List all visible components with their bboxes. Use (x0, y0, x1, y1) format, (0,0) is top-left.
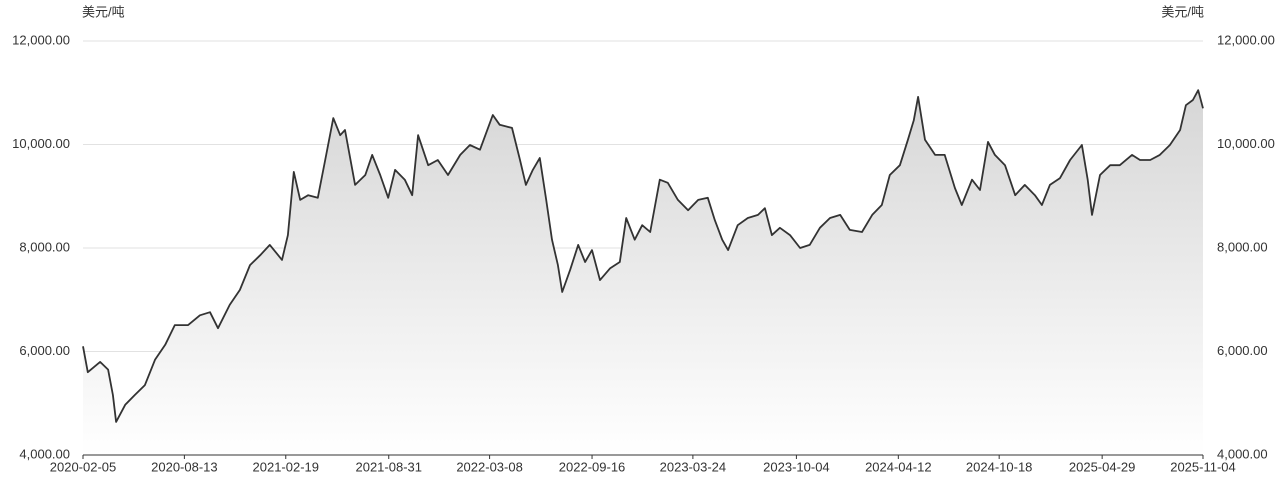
y-tick-label: 12,000.00 (12, 32, 70, 47)
y2-tick-label: 12,000.00 (1217, 32, 1275, 47)
x-tick-label: 2021-08-31 (355, 459, 422, 474)
y-tick-label: 6,000.00 (19, 343, 70, 358)
price-line (82, 89, 1204, 423)
y-tick-label: 8,000.00 (19, 239, 70, 254)
y2-tick-label: 4,000.00 (1217, 446, 1268, 461)
y2-tick-label: 8,000.00 (1217, 239, 1268, 254)
y-axis-label: 美元/吨 (82, 4, 125, 19)
x-tick-label: 2020-08-13 (151, 459, 218, 474)
y-tick-label: 4,000.00 (19, 446, 70, 461)
x-tick-label: 2022-09-16 (559, 459, 626, 474)
x-tick-label: 2024-04-12 (865, 459, 932, 474)
x-tick-label: 2024-10-18 (966, 459, 1033, 474)
y2-axis-label: 美元/吨 (1161, 4, 1204, 19)
area-fill (83, 90, 1203, 455)
x-tick-label: 2020-02-05 (50, 459, 117, 474)
x-tick-label: 2025-04-29 (1069, 459, 1136, 474)
y2-tick-label: 10,000.00 (1217, 136, 1275, 151)
x-tick-label: 2021-02-19 (253, 459, 320, 474)
x-tick-label: 2025-11-04 (1170, 459, 1236, 474)
x-tick-label: 2023-03-24 (660, 459, 727, 474)
y2-tick-label: 6,000.00 (1217, 343, 1268, 358)
x-tick-label: 2022-03-08 (456, 459, 523, 474)
y-tick-label: 10,000.00 (12, 136, 70, 151)
x-tick-label: 2023-10-04 (763, 459, 830, 474)
